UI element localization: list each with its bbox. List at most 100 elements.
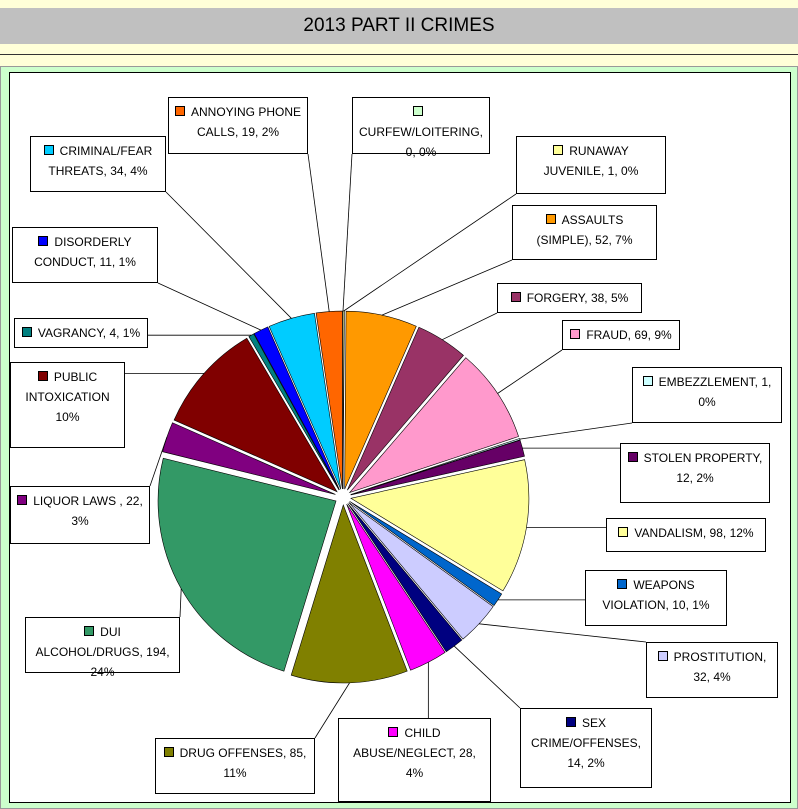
legend-marker: [642, 376, 653, 386]
label-value: 11, 1%: [99, 255, 136, 269]
pie-slice: [253, 326, 340, 490]
label-value: 1, 0%: [607, 164, 639, 178]
leader-line: [497, 349, 563, 394]
leader-line: [149, 436, 168, 487]
title-bar: 2013 PART II CRIMES: [0, 8, 798, 44]
label-value: 34, 4%: [110, 164, 148, 178]
data-label: DUI ALCOHOL/DRUGS, 194, 24%: [25, 617, 180, 679]
label-category: ASSAULTS (SIMPLE),: [536, 213, 624, 247]
data-label: PUBLIC INTOXICATION 10%: [10, 362, 125, 448]
legend-marker: [553, 145, 564, 155]
legend-marker: [163, 747, 174, 757]
leader-line: [342, 153, 353, 312]
pie-slice: [290, 504, 408, 684]
label-value: 194, 24%: [90, 645, 170, 679]
data-label: DISORDERLY CONDUCT, 11, 1%: [12, 227, 158, 283]
legend-marker: [174, 106, 185, 116]
pie-slice: [344, 310, 417, 490]
label-value: 85, 11%: [223, 746, 307, 780]
label-category: WEAPONS VIOLATION,: [602, 578, 695, 612]
pie-slice: [350, 459, 530, 592]
leader-line: [314, 682, 350, 739]
data-label: SEX CRIME/OFFENSES, 14, 2%: [520, 708, 652, 788]
label-value: 19, 2%: [241, 125, 280, 139]
label-value: 1, 0%: [698, 375, 772, 409]
label-category: FORGERY,: [526, 291, 588, 305]
legend-marker: [38, 236, 49, 246]
legend-marker: [627, 452, 638, 462]
legend-marker: [413, 106, 423, 116]
data-label: WEAPONS VIOLATION, 10, 1%: [585, 570, 727, 626]
legend-marker: [43, 145, 54, 155]
legend-marker: [618, 527, 629, 537]
legend-marker: [657, 651, 668, 661]
legend-marker: [17, 495, 28, 505]
legend-marker: [570, 329, 581, 339]
data-label: CURFEW/LOITERING, 0, 0%: [352, 97, 490, 159]
label-value: 10%: [55, 410, 80, 424]
data-label: VAGRANCY, 4, 1%: [14, 318, 148, 348]
leader-line: [165, 191, 292, 319]
pie-slice: [173, 337, 338, 493]
label-value: 14, 2%: [567, 756, 605, 770]
legend-marker: [545, 214, 556, 224]
divider: [0, 54, 798, 55]
label-value: 52, 7%: [595, 233, 633, 247]
label-category: STOLEN PROPERTY,: [643, 451, 763, 465]
label-category: CHILD ABUSE/NEGLECT,: [353, 726, 456, 760]
leader-line: [157, 282, 262, 331]
data-label: PROSTITUTION, 32, 4%: [646, 642, 778, 698]
label-category: EMBEZZLEMENT,: [658, 375, 758, 389]
data-label: FRAUD, 69, 9%: [562, 320, 680, 350]
label-value: 32, 4%: [693, 670, 731, 684]
label-category: LIQUOR LAWS ,: [33, 494, 123, 508]
data-label: EMBEZZLEMENT, 1, 0%: [632, 367, 782, 423]
label-category: VANDALISM,: [634, 526, 707, 540]
legend-marker: [84, 626, 95, 636]
data-label: LIQUOR LAWS , 22, 3%: [10, 486, 150, 544]
legend-marker: [21, 327, 32, 337]
label-category: PUBLIC INTOXICATION: [25, 370, 110, 404]
label-value: 22, 3%: [71, 494, 143, 528]
pie-slice: [346, 326, 464, 491]
label-value: 12, 2%: [676, 471, 714, 485]
leader-line: [343, 193, 517, 312]
data-label: FORGERY, 38, 5%: [497, 283, 642, 313]
label-value: 28, 4%: [405, 746, 476, 780]
pie-slice: [315, 310, 343, 490]
label-category: DRUG OFFENSES,: [179, 746, 287, 760]
label-value: 0, 0%: [405, 145, 437, 159]
label-value: 10, 1%: [672, 598, 710, 612]
legend-marker: [37, 371, 48, 381]
leader-line: [179, 588, 182, 618]
label-category: PROSTITUTION,: [673, 650, 767, 664]
label-category: DISORDERLY CONDUCT,: [34, 235, 132, 269]
data-label: STOLEN PROPERTY, 12, 2%: [620, 443, 770, 503]
leader-line: [479, 623, 647, 643]
label-category: FRAUD,: [586, 328, 631, 342]
label-value: 69, 9%: [634, 328, 672, 342]
legend-marker: [510, 292, 521, 302]
data-label: DRUG OFFENSES, 85, 11%: [155, 738, 315, 794]
leader-line: [307, 153, 330, 312]
data-label: ASSAULTS (SIMPLE), 52, 7%: [512, 205, 657, 260]
chart-title: 2013 PART II CRIMES: [303, 15, 495, 36]
data-label: ANNOYING PHONE CALLS, 19, 2%: [168, 97, 308, 154]
pie-slice: [347, 503, 463, 653]
legend-marker: [388, 727, 399, 737]
leader-line: [453, 645, 521, 709]
pie-slice: [350, 438, 521, 495]
label-category: CRIMINAL/FEAR THREATS,: [48, 144, 153, 178]
label-category: CURFEW/LOITERING,: [358, 125, 483, 139]
label-category: SEX CRIME/OFFENSES,: [530, 716, 641, 750]
label-value: 98, 12%: [709, 526, 754, 540]
leader-line: [442, 312, 498, 341]
pie-slice: [157, 457, 337, 672]
data-label: CHILD ABUSE/NEGLECT, 28, 4%: [338, 718, 491, 802]
label-value: 38, 5%: [590, 291, 629, 305]
label-category: VAGRANCY,: [37, 326, 107, 340]
data-label: RUNAWAY JUVENILE, 1, 0%: [516, 136, 666, 194]
pie-slice: [162, 422, 336, 495]
